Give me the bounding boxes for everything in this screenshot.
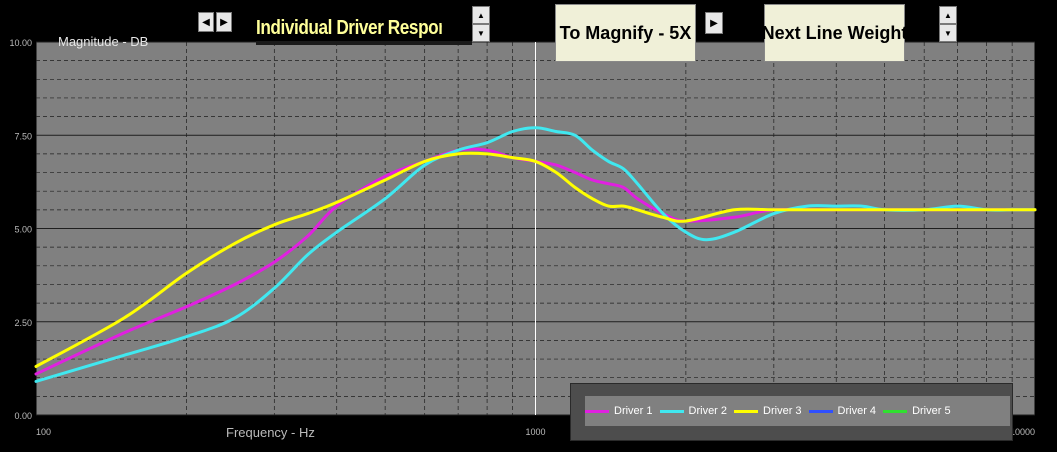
title-scroll-up-button[interactable]: ▲ [472,6,490,24]
triangle-left-icon: ◀ [202,16,210,28]
legend-label: Driver 4 [837,405,877,417]
legend-item: Driver 4 [808,405,877,417]
y-axis-label: Magnitude - DB [58,34,148,49]
x-tick-label: 100 [36,427,51,437]
series-line-driver-3 [34,151,1037,368]
legend-swatch [808,409,833,413]
triangle-right-icon: ▶ [710,17,718,29]
x-axis-label: Frequency - Hz [226,425,315,440]
triangle-up-icon: ▲ [944,10,952,20]
previous-title-button[interactable]: ◀ [198,12,214,32]
legend-label: Driver 1 [614,405,653,417]
legend-label: Driver 3 [763,405,802,417]
series-lines [34,126,1037,383]
axis-ticks: 0.00 2.50 5.00 7.50 10.00 100 1000 10000 [9,38,1035,437]
legend-swatch [585,409,609,413]
x-tick-label: 1000 [525,427,545,437]
legend-item: Driver 2 [659,405,728,417]
legend-item: Driver 3 [734,405,802,417]
legend-label: Driver 2 [688,405,728,417]
y-tick-label: 7.50 [14,131,32,141]
legend-item: Driver 5 [883,405,951,417]
line-weight-spinner: ▲ ▼ [939,6,957,42]
next-line-weight-button[interactable]: Next Line Weight [762,4,907,62]
legend-item: Driver 1 [585,405,653,417]
title-scroll-spinner: ▲ ▼ [472,6,490,42]
triangle-down-icon: ▼ [477,28,485,38]
y-tick-label: 0.00 [14,411,32,421]
magnify-button[interactable]: To Magnify - 5X [555,4,696,62]
triangle-right-icon: ▶ [220,16,228,28]
next-title-button[interactable]: ▶ [216,12,232,32]
y-tick-label: 10.00 [9,38,32,48]
triangle-down-icon: ▼ [944,28,952,38]
title-underline [256,41,472,45]
y-tick-label: 2.50 [14,318,32,328]
line-weight-down-button[interactable]: ▼ [939,24,957,42]
triangle-up-icon: ▲ [477,10,485,20]
title-scroll-down-button[interactable]: ▼ [472,24,490,42]
legend-label: Driver 5 [912,405,951,417]
line-weight-up-button[interactable]: ▲ [939,6,957,24]
magnify-next-button[interactable]: ▶ [705,12,723,34]
title-spinner: ◀ ▶ [198,12,232,32]
legend-swatch [883,409,908,413]
chart-title: Individual Driver Response [256,17,442,39]
legend-swatch [659,409,684,413]
legend-items: Driver 1 Driver 2 Driver 3 Driver 4 Driver 5 [585,396,1010,426]
chart-legend: Driver 1 Driver 2 Driver 3 Driver 4 Driver 5 [570,383,1013,441]
x-tick-label: 10000 [1010,427,1035,437]
legend-swatch [734,409,759,413]
y-tick-label: 5.00 [14,225,32,235]
